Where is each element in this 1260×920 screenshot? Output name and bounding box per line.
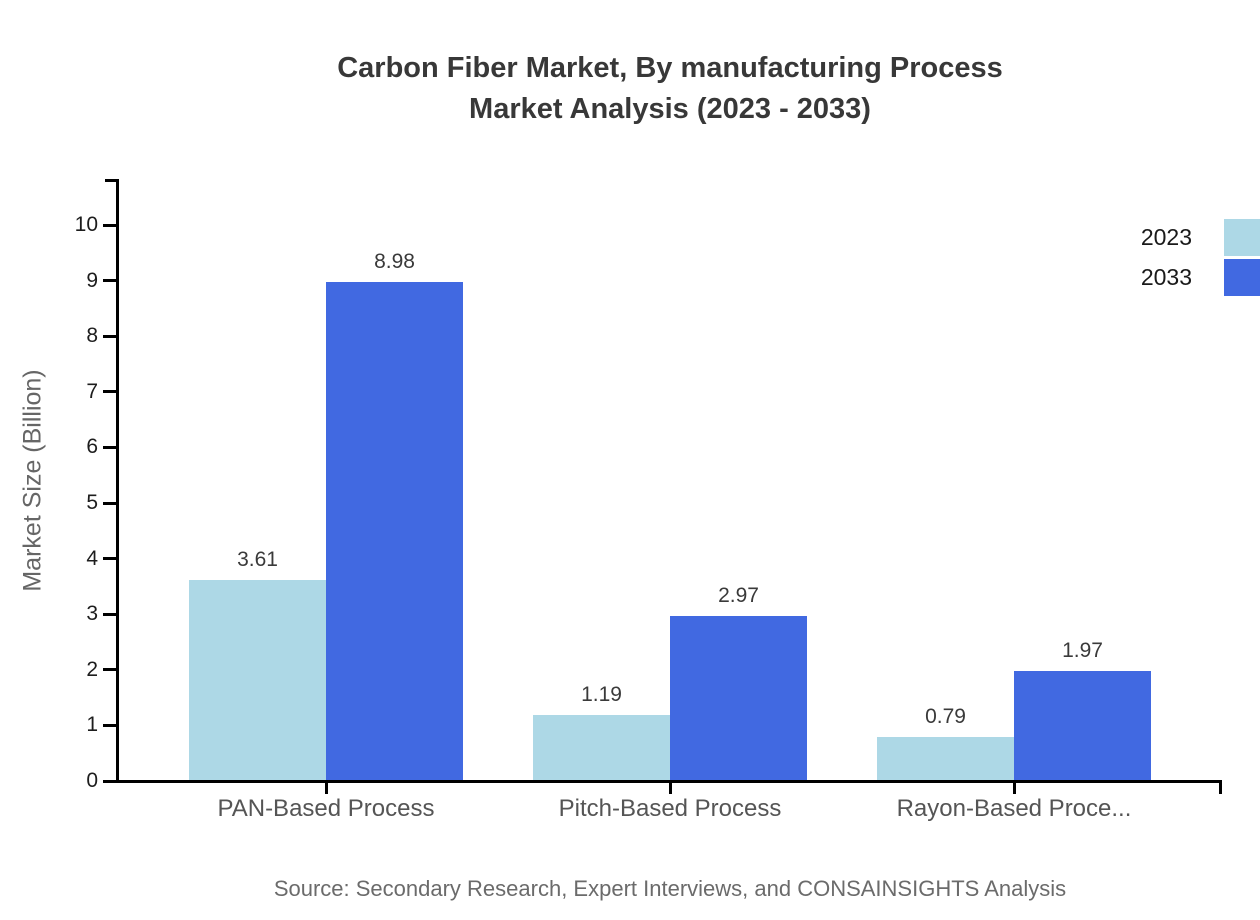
bar-2033-pitch-based-process <box>670 615 807 781</box>
y-tick-2 <box>103 668 116 672</box>
legend-item-2023: 2023 <box>1141 219 1260 256</box>
y-tick-label-7: 7 <box>86 379 98 403</box>
legend-label-2033: 2033 <box>1140 264 1192 290</box>
y-tick-8 <box>103 334 116 338</box>
y-axis-end-cap <box>105 179 116 182</box>
y-tick-label-6: 6 <box>86 435 98 459</box>
bar-2033-pan-based-process <box>326 281 463 781</box>
y-tick-0 <box>103 779 116 783</box>
source-note: Source: Secondary Research, Expert Inter… <box>273 876 1067 901</box>
y-tick-4 <box>103 557 116 561</box>
y-tick-6 <box>103 445 116 449</box>
x-tick-label-pitch-based-process: Pitch-Based Process <box>558 795 782 822</box>
legend-swatch-2033 <box>1224 259 1260 296</box>
value-label-2033-pitch-based-process: 2.97 <box>718 583 759 607</box>
x-axis-line <box>116 780 1222 783</box>
value-label-2023-pan-based-process: 3.61 <box>237 548 278 572</box>
y-tick-3 <box>103 612 116 616</box>
legend-swatch-2023 <box>1224 219 1260 256</box>
x-tick-rayon-based-proce <box>1012 783 1016 794</box>
chart-title-line1: Carbon Fiber Market, By manufacturing Pr… <box>337 52 1003 84</box>
y-tick-10 <box>103 223 116 227</box>
chart-title: Carbon Fiber Market, By manufacturing Pr… <box>118 48 1222 130</box>
y-tick-1 <box>103 723 116 727</box>
y-tick-label-8: 8 <box>86 324 98 348</box>
value-label-2023-rayon-based-proce: 0.79 <box>925 705 966 729</box>
y-tick-label-3: 3 <box>86 602 98 626</box>
bar-2033-rayon-based-proce <box>1014 671 1151 781</box>
x-tick-pitch-based-process <box>668 783 672 794</box>
y-tick-9 <box>103 279 116 283</box>
x-axis-end-cap <box>1219 780 1222 794</box>
legend: 2023 2033 <box>1141 219 1260 299</box>
y-axis-line <box>116 179 119 783</box>
value-label-2023-pitch-based-process: 1.19 <box>581 682 622 706</box>
bar-2023-pitch-based-process <box>533 714 670 781</box>
x-tick-label-rayon-based-proce: Rayon-Based Proce... <box>896 795 1132 822</box>
value-label-2033-rayon-based-proce: 1.97 <box>1062 639 1103 663</box>
legend-item-2033: 2033 <box>1141 259 1260 296</box>
y-tick-label-9: 9 <box>86 268 98 292</box>
y-tick-label-10: 10 <box>74 213 98 236</box>
bar-2023-rayon-based-proce <box>877 737 1014 781</box>
y-tick-5 <box>103 501 116 505</box>
y-tick-label-0: 0 <box>86 769 98 792</box>
value-label-2033-pan-based-process: 8.98 <box>374 249 415 273</box>
x-tick-pan-based-process <box>324 783 328 794</box>
y-tick-label-1: 1 <box>86 713 98 737</box>
y-tick-label-2: 2 <box>86 657 98 681</box>
chart-title-line2: Market Analysis (2023 - 2033) <box>469 93 871 125</box>
y-tick-label-4: 4 <box>86 546 98 570</box>
legend-label-2023: 2023 <box>1140 224 1192 250</box>
y-tick-7 <box>103 390 116 394</box>
x-tick-label-pan-based-process: PAN-Based Process <box>217 795 435 822</box>
y-tick-label-5: 5 <box>86 491 98 514</box>
bar-2023-pan-based-process <box>189 580 326 781</box>
